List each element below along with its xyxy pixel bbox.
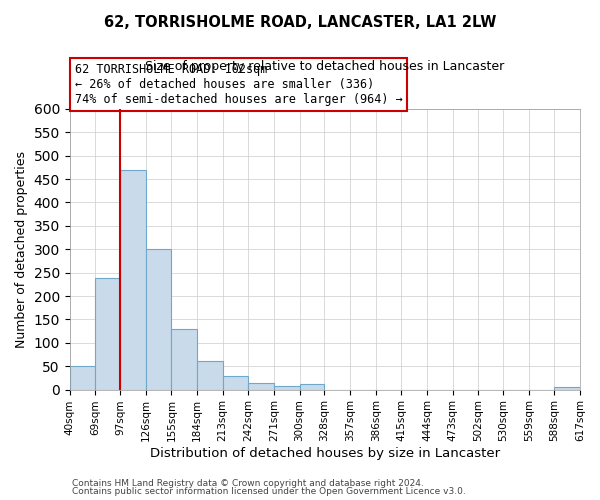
Bar bbox=[274, 386, 299, 390]
Bar bbox=[223, 376, 248, 390]
X-axis label: Distribution of detached houses by size in Lancaster: Distribution of detached houses by size … bbox=[150, 447, 500, 460]
Text: 62, TORRISHOLME ROAD, LANCASTER, LA1 2LW: 62, TORRISHOLME ROAD, LANCASTER, LA1 2LW bbox=[104, 15, 496, 30]
Text: 62 TORRISHOLME ROAD: 102sqm
← 26% of detached houses are smaller (336)
74% of se: 62 TORRISHOLME ROAD: 102sqm ← 26% of det… bbox=[75, 63, 403, 106]
Bar bbox=[95, 278, 120, 390]
Y-axis label: Number of detached properties: Number of detached properties bbox=[15, 150, 28, 348]
Title: Size of property relative to detached houses in Lancaster: Size of property relative to detached ho… bbox=[145, 60, 505, 73]
Text: Contains HM Land Registry data © Crown copyright and database right 2024.: Contains HM Land Registry data © Crown c… bbox=[72, 478, 424, 488]
Bar bbox=[120, 170, 146, 390]
Bar bbox=[146, 249, 172, 390]
Bar bbox=[70, 366, 95, 390]
Bar bbox=[172, 329, 197, 390]
Text: Contains public sector information licensed under the Open Government Licence v3: Contains public sector information licen… bbox=[72, 487, 466, 496]
Bar bbox=[197, 360, 223, 390]
Bar bbox=[299, 384, 325, 390]
Bar bbox=[248, 382, 274, 390]
Bar bbox=[554, 388, 580, 390]
